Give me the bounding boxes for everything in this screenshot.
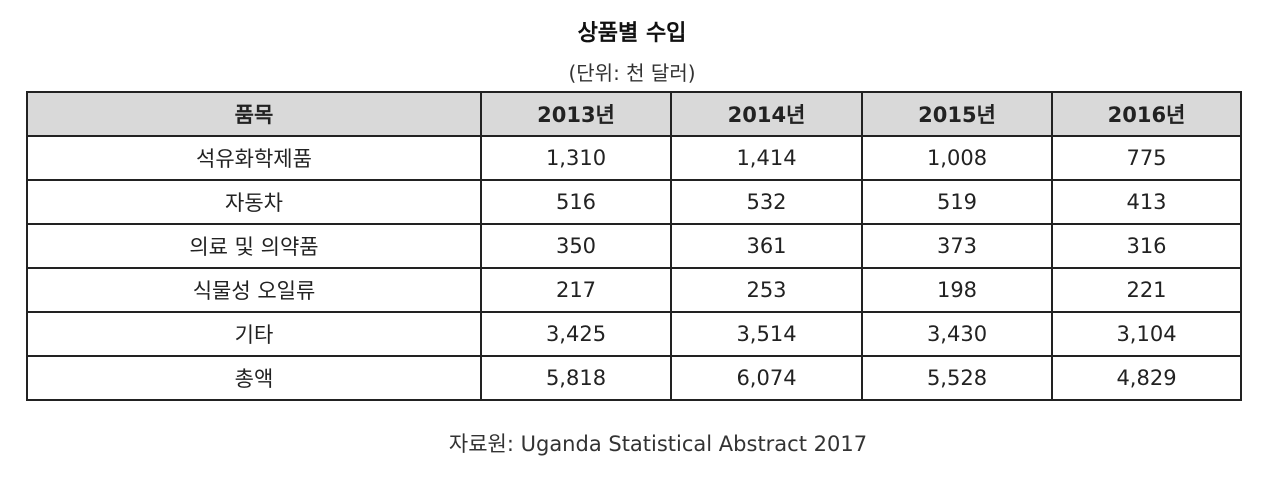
header-2016: 2016년 <box>1051 91 1242 137</box>
header-item: 품목 <box>26 91 482 137</box>
row-label: 석유화학제품 <box>26 135 482 181</box>
header-2013: 2013년 <box>480 91 672 137</box>
table-title: 상품별 수입 <box>577 21 687 46</box>
cell-value: 217 <box>480 267 672 313</box>
cell-value: 413 <box>1051 179 1242 225</box>
table-row-total: 총액 5,818 6,074 5,528 4,829 <box>26 355 1242 401</box>
cell-value: 532 <box>670 179 863 225</box>
cell-value: 198 <box>861 267 1053 313</box>
row-label: 식물성 오일류 <box>26 267 482 313</box>
row-label: 총액 <box>26 355 482 401</box>
cell-value: 3,104 <box>1051 311 1242 357</box>
table-row: 식물성 오일류 217 253 198 221 <box>26 267 1242 313</box>
cell-value: 5,528 <box>861 355 1053 401</box>
cell-value: 5,818 <box>480 355 672 401</box>
cell-value: 1,008 <box>861 135 1053 181</box>
cell-value: 350 <box>480 223 672 269</box>
cell-value: 6,074 <box>670 355 863 401</box>
cell-value: 3,430 <box>861 311 1053 357</box>
table-row: 자동차 516 532 519 413 <box>26 179 1242 225</box>
header-row: 품목 2013년 2014년 2015년 2016년 <box>26 91 1242 137</box>
cell-value: 1,310 <box>480 135 672 181</box>
unit-caption: (단위: 천 달러) <box>568 61 696 85</box>
cell-value: 316 <box>1051 223 1242 269</box>
table-row: 석유화학제품 1,310 1,414 1,008 775 <box>26 135 1242 181</box>
cell-value: 3,425 <box>480 311 672 357</box>
cell-value: 4,829 <box>1051 355 1242 401</box>
cell-value: 775 <box>1051 135 1242 181</box>
cell-value: 221 <box>1051 267 1242 313</box>
cell-value: 519 <box>861 179 1053 225</box>
header-2014: 2014년 <box>670 91 863 137</box>
cell-value: 361 <box>670 223 863 269</box>
row-label: 의료 및 의약품 <box>26 223 482 269</box>
header-2015: 2015년 <box>861 91 1053 137</box>
cell-value: 516 <box>480 179 672 225</box>
cell-value: 1,414 <box>670 135 863 181</box>
row-label: 기타 <box>26 311 482 357</box>
cell-value: 3,514 <box>670 311 863 357</box>
table-row: 의료 및 의약품 350 361 373 316 <box>26 223 1242 269</box>
row-label: 자동차 <box>26 179 482 225</box>
cell-value: 373 <box>861 223 1053 269</box>
imports-table: 품목 2013년 2014년 2015년 2016년 석유화학제품 1,310 … <box>26 91 1242 401</box>
cell-value: 253 <box>670 267 863 313</box>
table-row: 기타 3,425 3,514 3,430 3,104 <box>26 311 1242 357</box>
source-note: 자료원: Uganda Statistical Abstract 2017 <box>448 432 868 456</box>
